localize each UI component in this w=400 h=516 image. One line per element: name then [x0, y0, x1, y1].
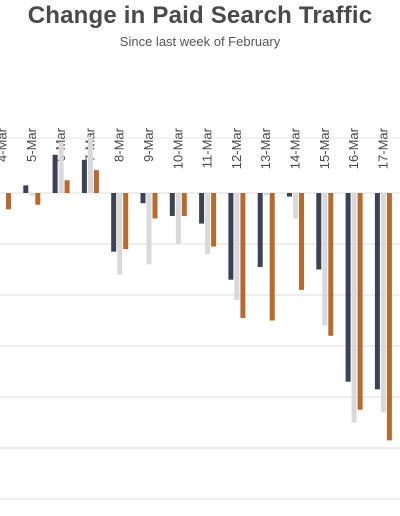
bar-series-2 — [58, 142, 64, 193]
bar-series-2 — [175, 193, 181, 244]
bar-series-3 — [6, 193, 11, 210]
bar-series-1 — [316, 193, 322, 270]
x-tick-label: 15-Mar — [317, 127, 332, 169]
bar-series-2 — [234, 193, 240, 301]
bar-series-3 — [269, 193, 275, 321]
bar-series-1 — [374, 193, 380, 390]
bar-series-3 — [211, 193, 217, 247]
bar-series-3 — [386, 193, 392, 441]
bar-series-1 — [140, 193, 146, 204]
x-tick-label: 13-Mar — [258, 127, 273, 169]
bar-series-1 — [228, 193, 234, 280]
bar-series-1 — [81, 159, 87, 193]
x-tick-label: 11-Mar — [200, 127, 215, 168]
bar-series-2 — [87, 136, 93, 193]
bar-series-3 — [299, 193, 304, 290]
x-tick-label: 5-Mar — [24, 127, 39, 162]
bar-series-2 — [322, 193, 328, 326]
bar-series-3 — [64, 180, 70, 193]
bar-series-2 — [29, 193, 35, 196]
bar-series-2 — [146, 193, 152, 265]
bar-series-2 — [205, 193, 211, 255]
x-tick-label: 9-Mar — [141, 127, 156, 162]
x-tick-label: 8-Mar — [112, 127, 127, 162]
bar-series-1 — [287, 193, 292, 197]
x-tick-label: 12-Mar — [229, 127, 244, 169]
bar-series-3 — [181, 193, 187, 216]
bar-series-1 — [111, 193, 117, 252]
bar-series-3 — [35, 193, 41, 205]
bar-series-3 — [240, 193, 246, 318]
bar-series-1 — [52, 154, 58, 193]
x-tick-label: 16-Mar — [346, 127, 361, 169]
bar-series-1 — [169, 193, 175, 216]
bar-series-2 — [117, 193, 123, 275]
bar-series-1 — [23, 185, 29, 193]
bar-series-2 — [263, 193, 269, 196]
x-tick-label: 10-Mar — [170, 127, 185, 169]
bar-series-1 — [199, 193, 205, 224]
x-tick-label: 4-Mar — [0, 127, 10, 162]
bar-series-3 — [123, 193, 129, 250]
bar-series-3 — [357, 193, 363, 410]
bar-series-2 — [380, 193, 386, 413]
chart-title: Change in Paid Search Traffic — [27, 2, 373, 29]
bar-series-2 — [351, 193, 357, 423]
bar-series-3 — [328, 193, 334, 336]
chart-subtitle: Since last week of February — [119, 34, 281, 49]
bar-series-3 — [152, 193, 158, 219]
x-tick-label: 14-Mar — [288, 127, 303, 169]
bar-series-3 — [93, 170, 99, 193]
bar-series-1 — [345, 193, 351, 382]
x-tick-label: 17-Mar — [375, 127, 390, 169]
bar-series-1 — [257, 193, 263, 267]
bar-series-2 — [293, 193, 298, 219]
